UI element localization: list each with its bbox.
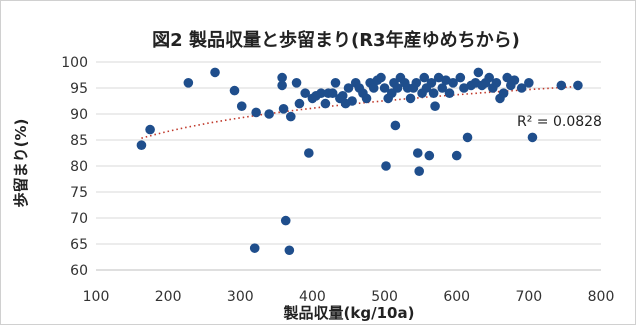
data-point — [280, 215, 291, 226]
y-tick-label: 65 — [70, 237, 88, 253]
grid-lines — [96, 61, 601, 271]
data-point — [491, 78, 502, 88]
data-point — [145, 124, 155, 135]
data-point — [210, 67, 220, 78]
data-point — [381, 161, 391, 171]
x-tick-label: 600 — [443, 289, 470, 305]
data-point — [284, 245, 295, 256]
data-point — [428, 88, 439, 98]
chart-title: 図2 製品収量と歩留まり(R3年産ゆめちから) — [152, 29, 520, 51]
data-point — [573, 80, 583, 91]
data-point — [527, 132, 538, 143]
data-point — [473, 67, 484, 78]
x-tick-labels: 100 200 300 400 500 600 700 800 — [83, 289, 615, 305]
data-point — [379, 83, 390, 93]
data-point — [433, 72, 444, 83]
data-point — [136, 140, 147, 150]
x-tick-label: 500 — [371, 289, 398, 305]
data-point — [236, 101, 247, 111]
y-tick-label: 90 — [70, 107, 88, 123]
data-point — [459, 83, 469, 93]
y-tick-labels: 60 65 70 75 80 85 90 95 100 — [61, 55, 88, 279]
data-point — [337, 91, 348, 101]
data-point — [484, 72, 494, 83]
data-point — [426, 78, 437, 88]
data-point — [509, 75, 520, 85]
data-point — [414, 166, 425, 176]
data-point — [451, 150, 462, 161]
data-point — [330, 78, 341, 88]
data-point — [343, 83, 354, 93]
data-point — [498, 88, 509, 98]
data-point — [294, 98, 305, 109]
data-point — [462, 132, 473, 143]
data-point — [361, 93, 372, 104]
data-point — [524, 78, 534, 88]
data-point — [405, 93, 416, 104]
x-tick-label: 700 — [515, 289, 542, 305]
data-point — [424, 150, 435, 161]
data-point — [448, 78, 458, 88]
data-point — [368, 83, 379, 93]
x-tick-label: 800 — [588, 289, 615, 305]
x-axis-label: 製品収量(kg/10a) — [283, 304, 415, 322]
x-tick-label: 100 — [83, 289, 110, 305]
data-point — [277, 80, 287, 91]
data-point — [277, 72, 287, 83]
data-point — [412, 148, 423, 158]
data-point — [229, 85, 240, 96]
data-point — [300, 88, 311, 98]
data-point — [264, 109, 274, 119]
data-point — [291, 78, 302, 88]
data-point — [556, 80, 567, 91]
y-tick-label: 100 — [61, 55, 88, 71]
data-point — [320, 98, 331, 109]
data-point — [390, 120, 401, 131]
data-point — [455, 72, 466, 83]
data-point — [376, 72, 386, 83]
y-tick-label: 60 — [70, 263, 88, 279]
trend-line — [141, 85, 578, 139]
data-point — [430, 101, 440, 111]
data-point — [304, 148, 314, 158]
data-point — [502, 72, 513, 83]
data-point — [327, 88, 338, 98]
y-tick-label: 80 — [70, 159, 88, 175]
data-point — [444, 88, 455, 98]
x-tick-label: 200 — [155, 289, 182, 305]
data-point — [316, 88, 326, 98]
data-point — [251, 107, 261, 118]
data-point — [347, 96, 357, 106]
data-point — [183, 78, 194, 88]
data-point — [249, 243, 260, 253]
y-tick-label: 85 — [70, 133, 88, 149]
y-tick-label: 70 — [70, 211, 88, 227]
data-point — [437, 83, 448, 93]
data-point — [278, 104, 289, 114]
data-point — [285, 111, 296, 122]
y-tick-label: 95 — [70, 81, 88, 97]
data-points — [136, 67, 583, 256]
y-axis-label: 歩留まり(%) — [12, 119, 30, 208]
x-tick-label: 400 — [299, 289, 326, 305]
data-point — [392, 83, 403, 93]
data-point — [411, 78, 422, 88]
data-point — [419, 72, 430, 83]
data-point — [441, 75, 451, 85]
y-tick-label: 75 — [70, 185, 88, 201]
data-point — [516, 83, 527, 93]
x-tick-label: 300 — [227, 289, 254, 305]
r-squared-annotation: R² = 0.0828 — [517, 114, 602, 130]
